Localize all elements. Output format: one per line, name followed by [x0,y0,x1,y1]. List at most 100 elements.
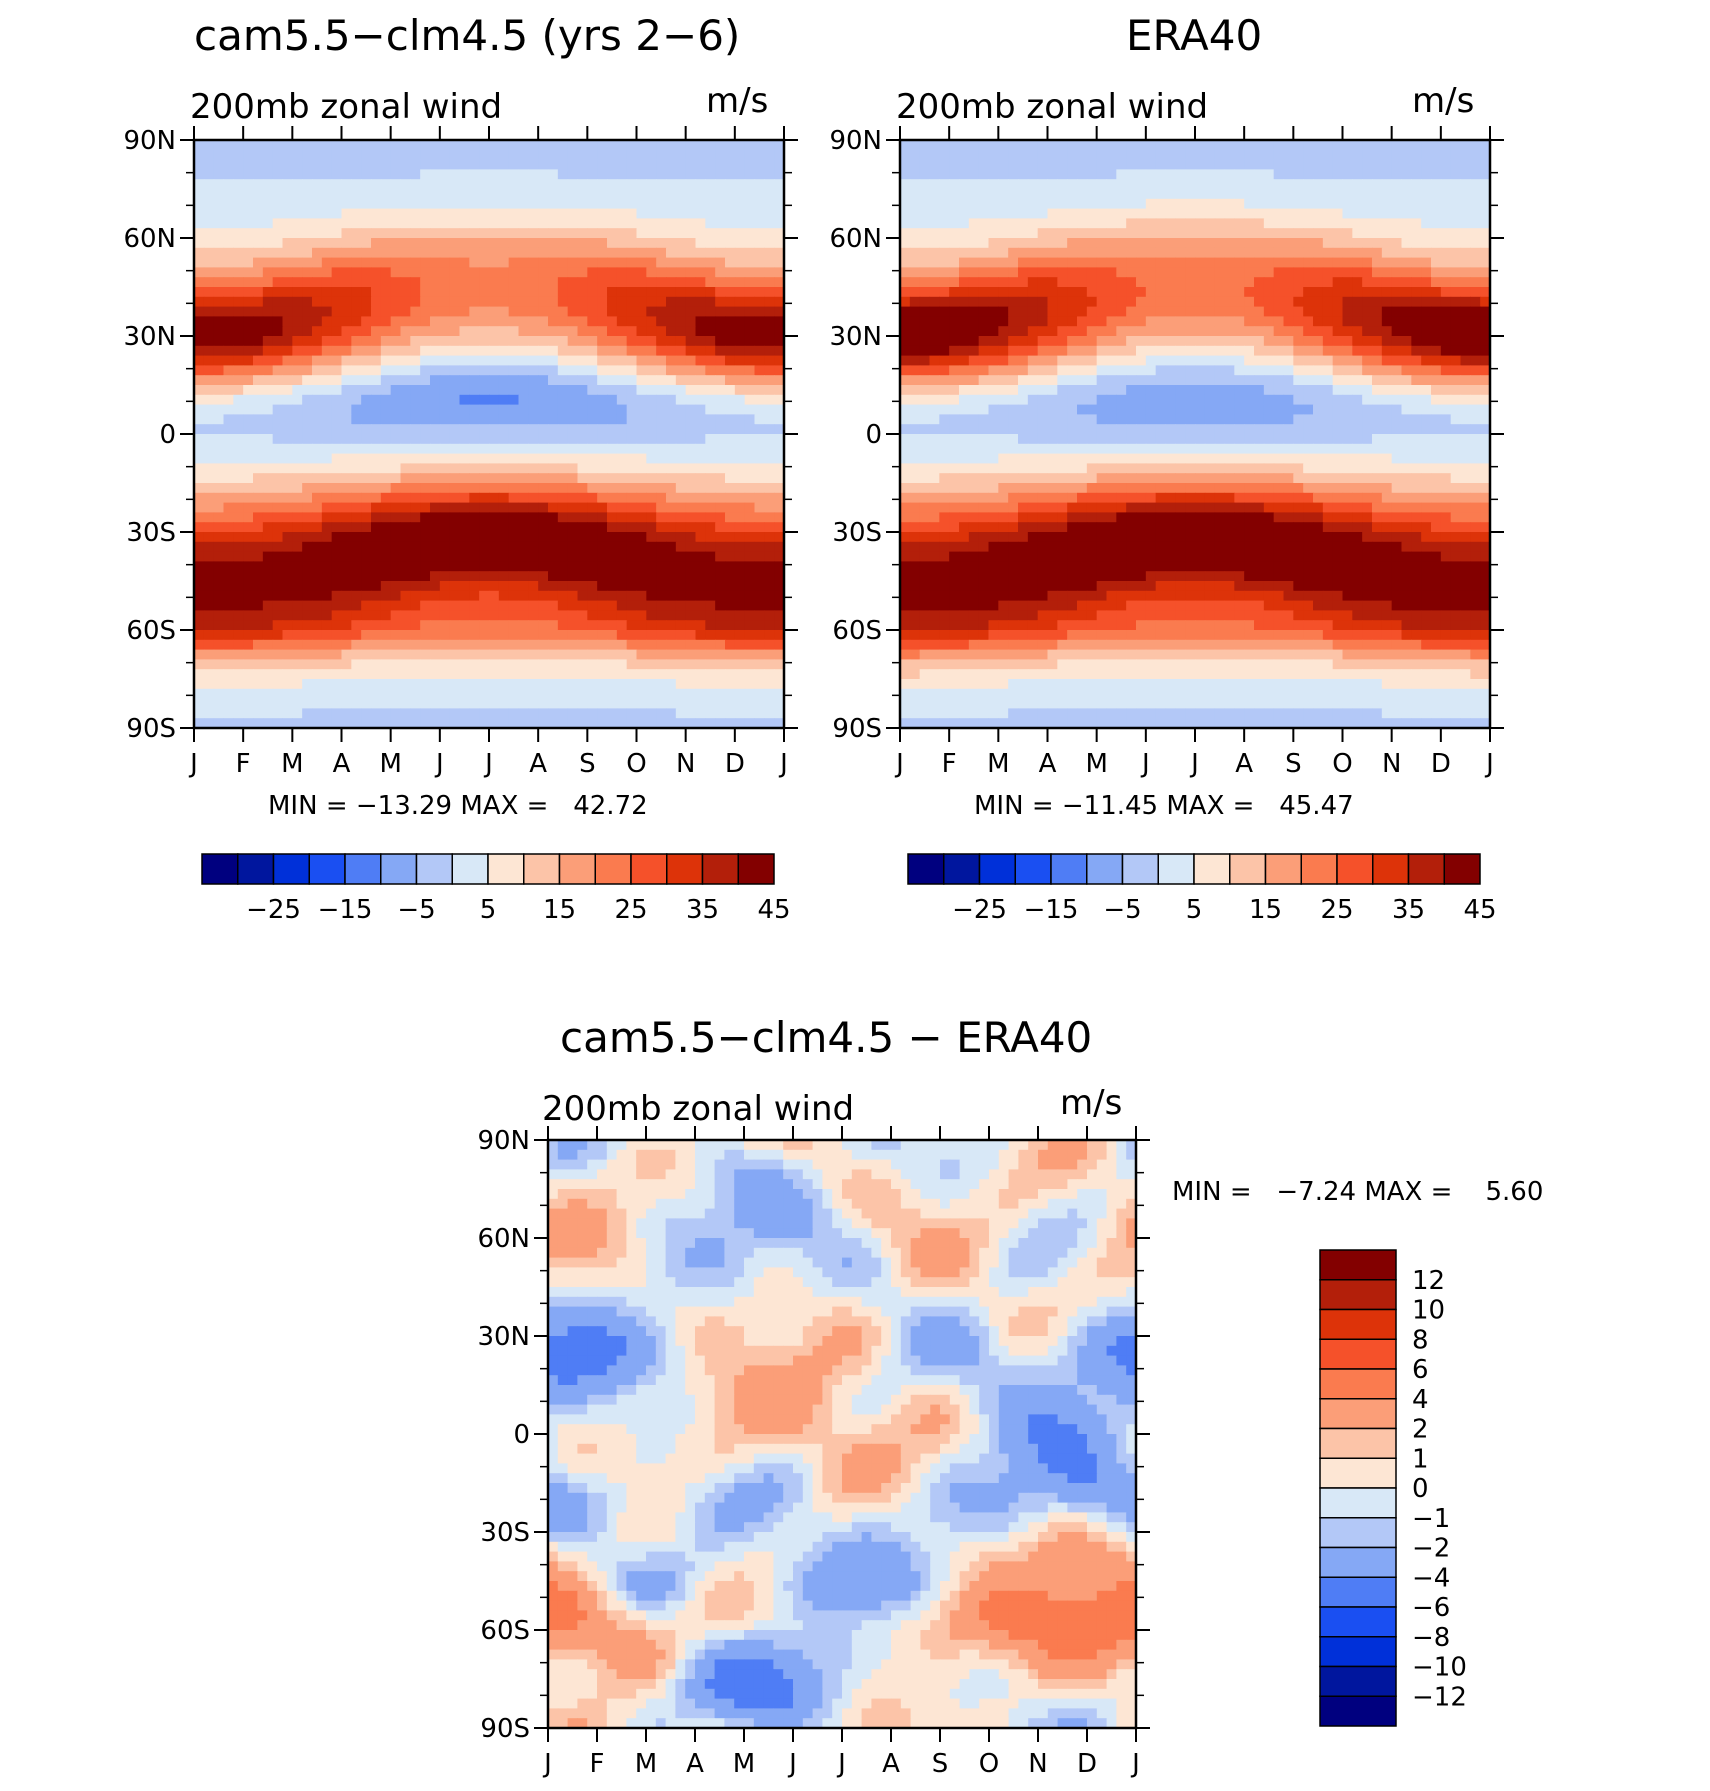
panel-model-cell [243,639,254,651]
panel-model-cell [695,257,706,268]
panel-model-cell [410,590,421,602]
panel-model-cell [380,365,392,376]
panel-era40-cell [1450,149,1462,161]
panel-model-cell [508,247,520,259]
panel-model-cell [253,473,264,484]
panel-era40-cell [978,179,990,190]
panel-era40-cell [1008,149,1019,161]
panel-model-cell [321,688,333,700]
panel-model-cell [430,189,441,200]
panel-era40-cell [1096,247,1108,259]
panel-era40-cell [1322,277,1334,288]
panel-model-cell [459,434,470,445]
panel-model-cell [518,659,529,670]
panel-model-cell [420,679,431,690]
panel-model-cell [361,630,372,641]
panel-model-cell [685,169,697,180]
panel-model-cell [253,698,264,709]
panel-model-cell [282,502,293,513]
panel-era40-cell [1450,287,1462,298]
panel-model-cell [675,287,687,298]
panel-model-cell [351,296,362,308]
panel-model-cell [390,679,402,690]
panel-era40-cell [1372,140,1383,151]
panel-model-colorbar-swatch [487,853,525,885]
panel-model-cell [361,375,372,386]
panel-model-colorbar-label: −15 [318,895,373,925]
panel-model-cell [449,630,461,641]
panel-model-cell [656,277,667,288]
panel-model-cell [646,630,657,641]
panel-model-cell [616,277,628,288]
panel-model-cell [774,238,784,249]
panel-model-cell [233,140,244,151]
panel-era40-cell [949,159,960,170]
panel-model-cell [449,189,461,200]
panel-model-cell [292,571,303,582]
panel-model-cell [479,522,490,533]
panel-model-cell [312,688,323,700]
panel-model-cell [194,316,205,327]
panel-model-cell [223,247,234,259]
panel-model-cell [705,414,716,425]
panel-model-cell [253,277,264,288]
panel-model-cell [459,698,470,709]
panel-model-cell [557,159,569,170]
panel-model-cell [695,208,706,219]
panel-model-cell [203,639,215,651]
panel-model-cell [312,512,323,523]
panel-model-cell [518,326,529,337]
panel-model-cell [498,571,510,582]
panel-model-cell [518,473,529,484]
panel-model-cell [489,218,500,229]
panel-model-cell [567,218,579,229]
panel-model-cell [538,639,549,651]
panel-model-cell [607,238,618,249]
panel-model-cell [528,336,539,347]
panel-model-cell [557,708,569,719]
panel-model-cell [508,326,520,337]
panel-model-cell [705,659,716,670]
panel-era40-cell [1057,140,1068,151]
panel-model-cell [213,434,225,445]
panel-model-cell [321,434,333,445]
panel-era40-cell [949,287,960,298]
panel-model-cell [646,316,657,327]
panel-model-cell [715,600,726,611]
panel-era40-cell [1165,247,1176,259]
panel-era40-cell [900,296,911,308]
panel-model-cell [557,414,569,425]
panel-model-cell [430,296,441,308]
panel-model-cell [253,228,264,239]
panel-model-cell [390,336,402,347]
panel-era40-cell [1283,149,1294,161]
panel-model-cell [646,502,657,513]
panel-model-cell [666,238,677,249]
panel-model-cell [734,551,746,562]
panel-model-cell [312,375,323,386]
panel-model-cell [675,443,687,455]
panel-model-cell [439,639,451,651]
panel-model-cell [518,169,529,180]
panel-model-cell [744,600,756,611]
panel-model-cell [518,287,529,298]
panel-model-cell [243,659,254,670]
panel-model-cell [302,502,313,513]
panel-model-cell [725,326,736,337]
panel-model-cell [469,228,480,239]
panel-model-cell [498,630,510,641]
panel-model-cell [646,698,657,709]
panel-model-cell [479,600,490,611]
panel-model-cell [203,336,215,347]
panel-model-cell [410,336,421,347]
panel-era40-cell [1401,228,1412,239]
panel-model-cell [341,404,352,415]
panel-model-cell [351,434,362,445]
panel-model-cell [666,492,677,504]
panel-era40-cell [1018,247,1029,259]
panel-model-cell [420,610,431,621]
panel-model-cell [380,532,392,543]
panel-model-cell [636,414,647,425]
panel-model-cell [705,571,716,582]
panel-era40-cell [1145,238,1157,249]
